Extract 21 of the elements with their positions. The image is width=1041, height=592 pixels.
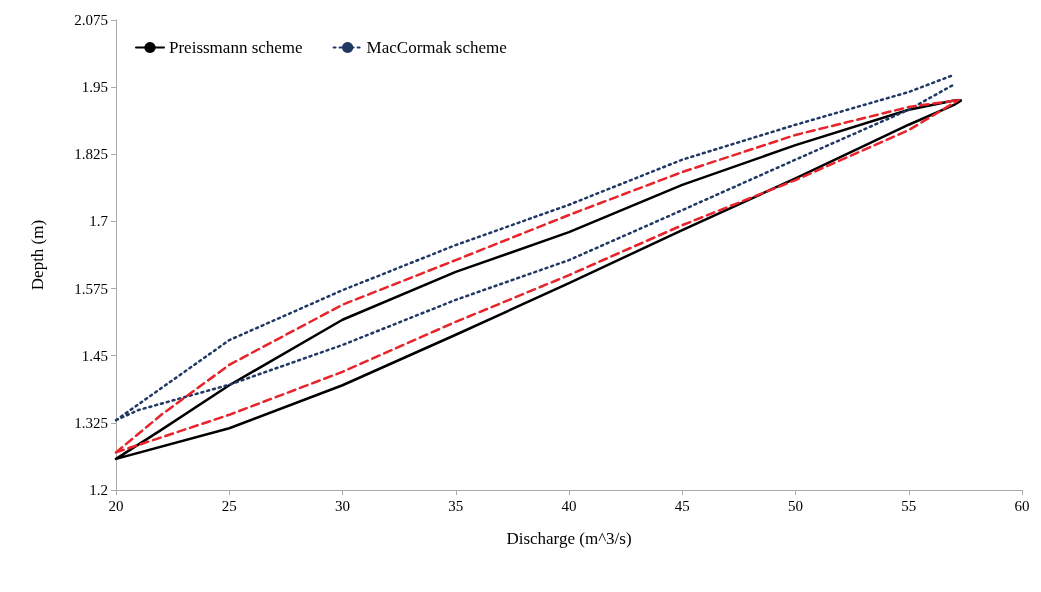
y-tick-label: 1.7 bbox=[89, 213, 109, 230]
x-tick-label: 60 bbox=[1014, 497, 1030, 514]
x-tick-label: 20 bbox=[108, 497, 124, 514]
legend-label: MacCormak scheme bbox=[366, 38, 507, 57]
y-tick-label: 1.325 bbox=[74, 414, 108, 431]
x-tick-label: 40 bbox=[561, 497, 577, 514]
y-tick-label: 1.575 bbox=[74, 280, 108, 297]
x-tick-label: 50 bbox=[788, 497, 803, 514]
x-tick-label: 35 bbox=[448, 497, 464, 514]
x-tick-label: 25 bbox=[221, 497, 237, 514]
x-tick-label: 55 bbox=[901, 497, 917, 514]
y-axis-title: Depth (m) bbox=[28, 219, 47, 291]
y-tick-label: 1.2 bbox=[89, 482, 108, 498]
y-tick-label: 1.825 bbox=[74, 146, 108, 163]
y-tick-label: 1.45 bbox=[81, 347, 108, 364]
x-tick-label: 30 bbox=[335, 497, 350, 514]
y-tick-label: 2.075 bbox=[74, 12, 108, 28]
legend-label: Preissmann scheme bbox=[169, 38, 303, 57]
x-axis-title: Discharge (m^3/s) bbox=[506, 529, 632, 548]
y-tick-label: 1.95 bbox=[81, 79, 108, 96]
x-tick-label: 45 bbox=[674, 497, 690, 514]
